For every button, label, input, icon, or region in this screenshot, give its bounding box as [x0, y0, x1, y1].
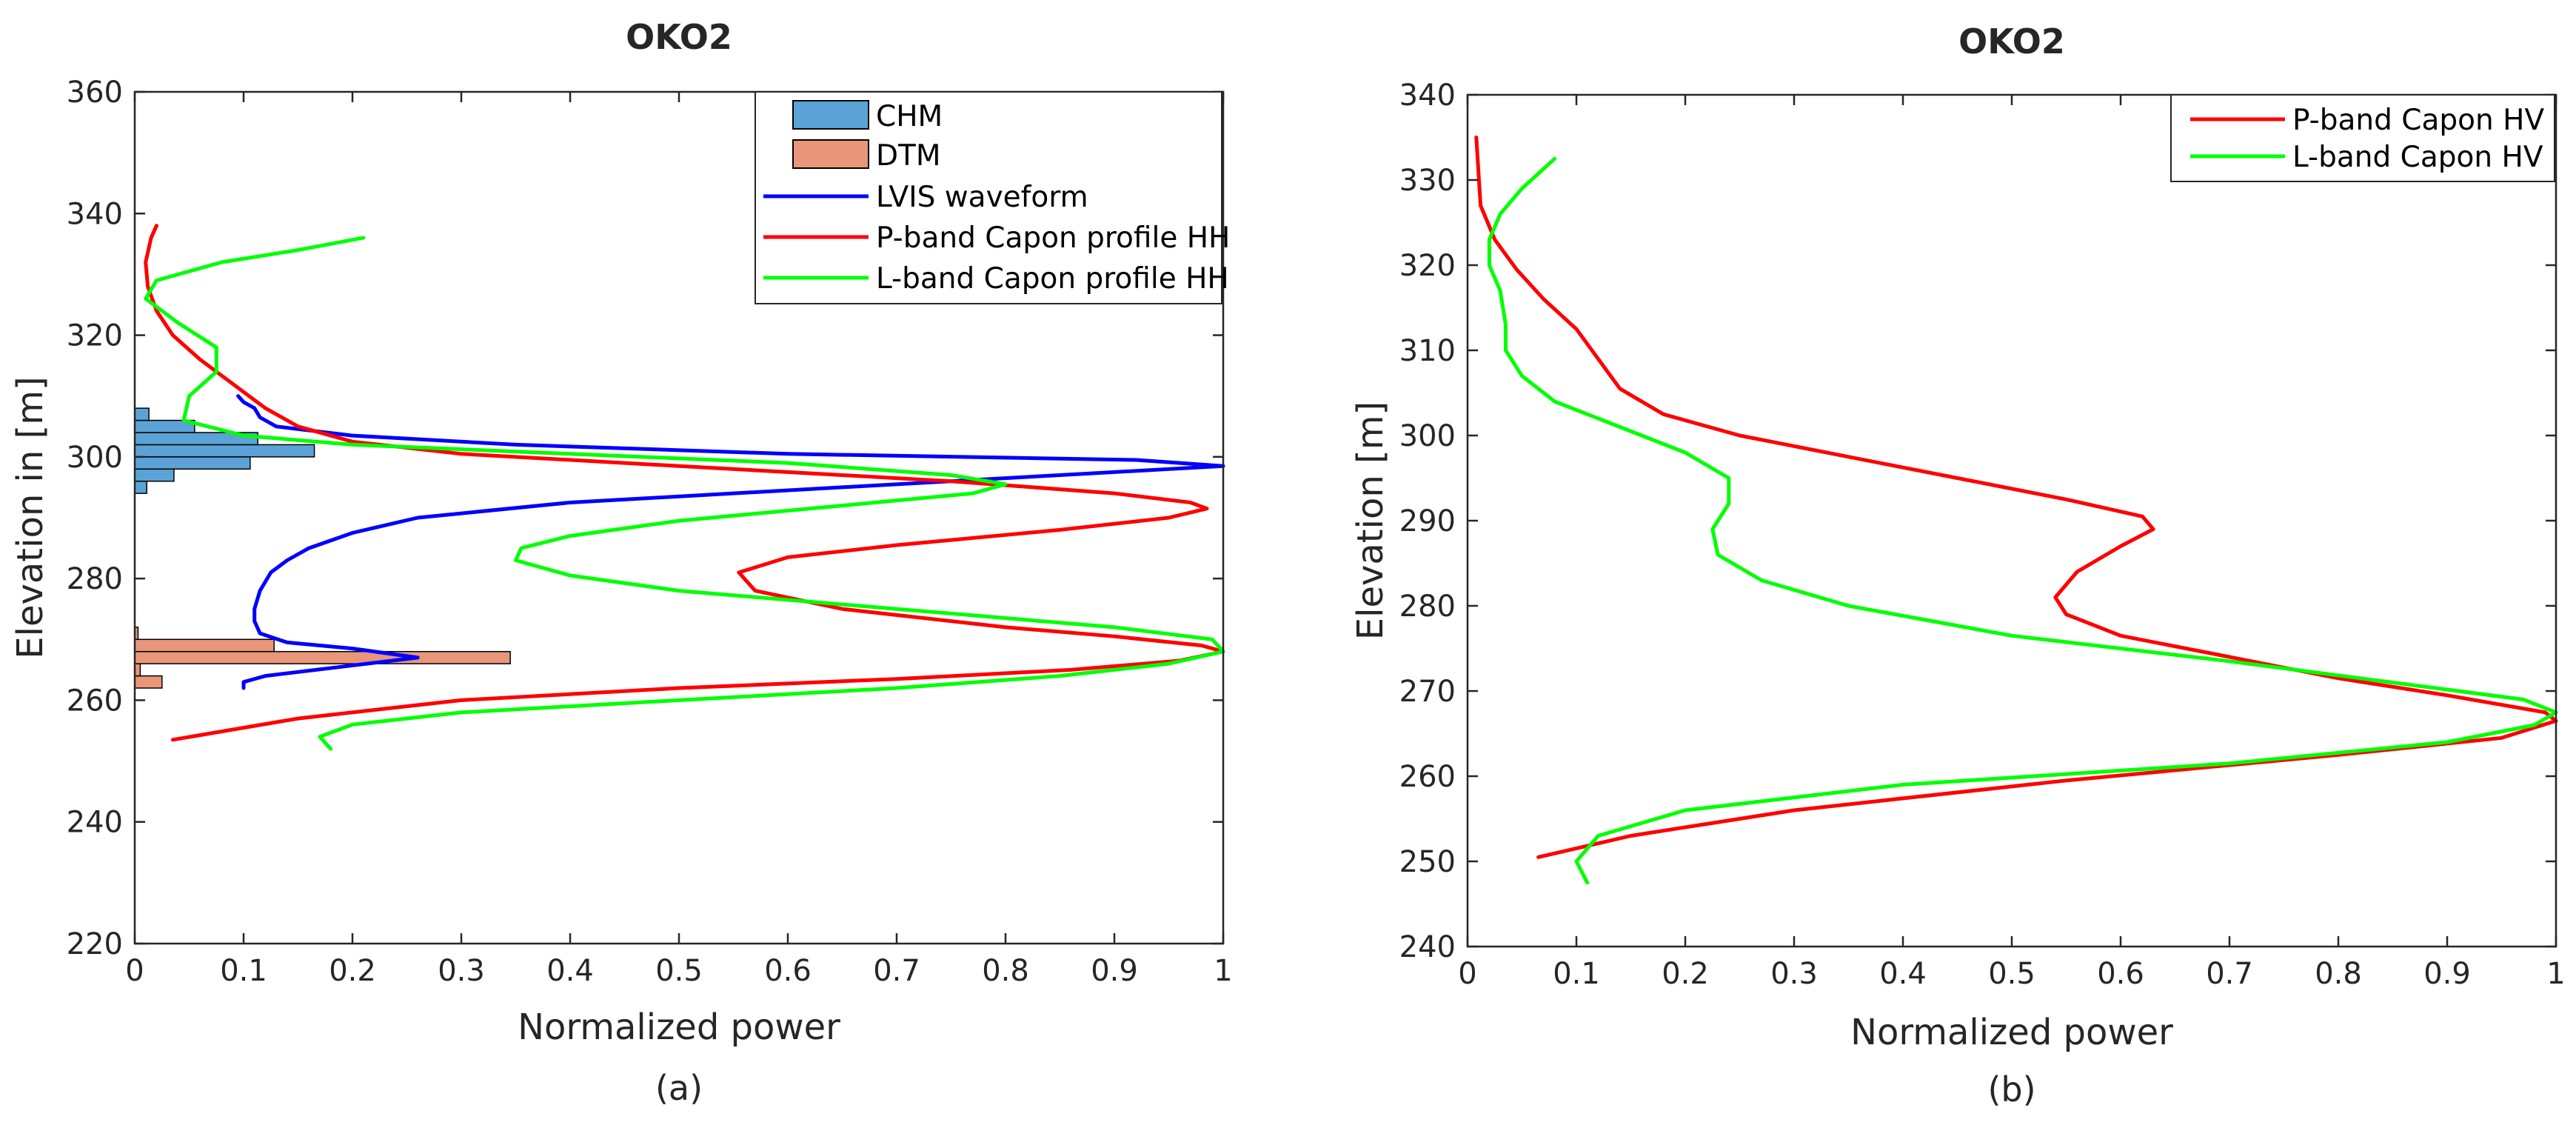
x-tick-label: 0.6: [764, 954, 812, 988]
caption-b: (b): [1987, 1069, 2035, 1109]
y-tick-label: 300: [1399, 419, 1456, 453]
x-tick-label: 0.2: [1662, 957, 1709, 991]
x-tick-label: 0.1: [220, 954, 267, 988]
y-tick-label: 340: [67, 197, 123, 231]
y-tick-label: 270: [1399, 675, 1456, 709]
hist-bar-chm-1: [134, 468, 175, 482]
legend-label-lband-hv: L-band Capon HV: [2292, 141, 2543, 174]
ticks-a: 0 0.1 0.2 0.3 0.4 0.5 0.6 0.7 0.8 0.9 1 220 240 260 28…: [67, 76, 1233, 988]
hist-bar-dtm-2: [134, 650, 511, 664]
x-tick-label: 1: [2546, 957, 2565, 991]
panel-b: 0 0.1 0.2 0.3 0.4 0.5 0.6 0.7 0.8 0.9 1 240 250 260 27…: [1350, 21, 2566, 1109]
y-tick-label: 280: [1399, 590, 1456, 624]
x-tick-label: 0.9: [2423, 957, 2471, 991]
y-tick-label: 240: [1399, 930, 1456, 964]
hist-bar-chm-2: [134, 456, 251, 470]
legend-b: P-band Capon HV L-band Capon HV: [2170, 94, 2555, 182]
series-lines-a: [144, 224, 1225, 751]
legend-label-dtm: DTM: [876, 139, 941, 173]
title-b: OKO2: [1958, 21, 2065, 61]
legend-label-lband-hh: L-band Capon profile HH: [876, 262, 1229, 296]
y-tick-label: 300: [67, 441, 123, 475]
ylabel-a: Elevation in [m]: [10, 376, 51, 658]
x-tick-label: 0.7: [2206, 957, 2253, 991]
x-tick-label: 1: [1214, 954, 1232, 988]
plot-area-b: [1468, 95, 2556, 947]
title-a: OKO2: [626, 17, 732, 57]
xlabel-b: Normalized power: [1850, 1012, 2173, 1053]
legend-label-chm: CHM: [876, 100, 943, 133]
ylabel-b: Elevation [m]: [1350, 401, 1391, 640]
x-tick-label: 0.3: [1770, 957, 1818, 991]
x-tick-label: 0.3: [438, 954, 485, 988]
series-line-l-band-capon-profile-hh: [144, 236, 1225, 751]
x-tick-label: 0.2: [329, 954, 376, 988]
y-tick-label: 360: [67, 76, 123, 110]
caption-a: (a): [655, 1068, 703, 1108]
x-tick-label: 0.5: [1988, 957, 2035, 991]
legend-box-b: [2170, 94, 2555, 182]
x-tick-label: 0.8: [982, 954, 1029, 988]
y-tick-label: 260: [67, 684, 123, 718]
series-lines-b: [1474, 136, 2558, 885]
y-tick-label: 220: [67, 927, 123, 961]
y-tick-label: 290: [1399, 504, 1456, 538]
hist-bar-chm-6: [134, 407, 150, 421]
y-tick-label: 280: [67, 562, 123, 596]
series-line-p-band-capon-hv: [1474, 136, 2558, 859]
y-tick-label: 250: [1399, 845, 1456, 879]
y-tick-label: 260: [1399, 760, 1456, 794]
x-tick-label: 0: [1458, 957, 1476, 991]
x-tick-label: 0.1: [1553, 957, 1600, 991]
series-line-l-band-capon-hv: [1487, 156, 2558, 885]
x-tick-label: 0.7: [873, 954, 920, 988]
legend-label-pband-hv: P-band Capon HV: [2292, 104, 2544, 137]
series-line-p-band-capon-profile-hh: [144, 224, 1225, 742]
x-tick-label: 0.9: [1091, 954, 1138, 988]
legend-swatch-chm: [792, 100, 869, 130]
x-tick-label: 0.8: [2315, 957, 2362, 991]
hist-bar-chm-0: [134, 480, 147, 494]
panel-a: 0 0.1 0.2 0.3 0.4 0.5 0.6 0.7 0.8 0.9 1 220 240 260 28…: [10, 17, 1233, 1108]
x-tick-label: 0.4: [546, 954, 594, 988]
y-tick-label: 330: [1399, 164, 1456, 198]
y-tick-label: 320: [67, 319, 123, 353]
legend-a: CHM DTM LVIS waveform P-band Capon profi…: [755, 91, 1230, 304]
x-tick-label: 0.5: [655, 954, 703, 988]
legend-swatch-dtm: [792, 139, 869, 169]
legend-label-lvis: LVIS waveform: [876, 181, 1088, 214]
y-tick-label: 320: [1399, 249, 1456, 283]
x-tick-label: 0.4: [1879, 957, 1927, 991]
y-tick-label: 240: [67, 806, 123, 840]
hist-bar-dtm-0: [134, 675, 163, 689]
hist-bar-chm-3: [134, 444, 315, 458]
hist-bar-dtm-3: [134, 638, 275, 653]
y-tick-label: 340: [1399, 79, 1456, 113]
legend-label-pband-hh: P-band Capon profile HH: [876, 221, 1230, 255]
y-tick-label: 310: [1399, 334, 1456, 368]
xlabel-a: Normalized power: [518, 1007, 840, 1048]
x-tick-label: 0: [125, 954, 144, 988]
x-tick-label: 0.6: [2097, 957, 2144, 991]
